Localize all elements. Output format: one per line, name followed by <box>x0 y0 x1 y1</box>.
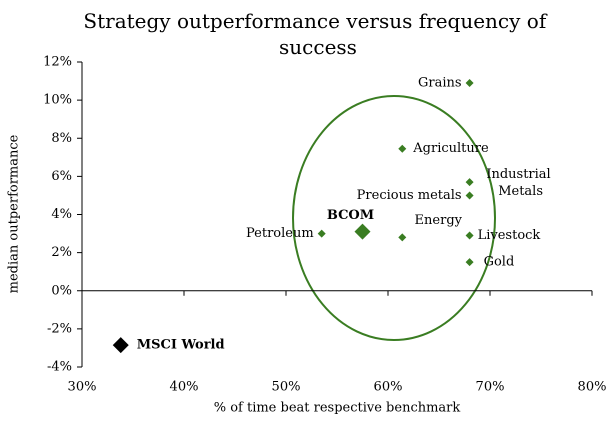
highlight-ellipse <box>292 95 496 341</box>
point <box>398 233 407 242</box>
point <box>354 223 371 240</box>
x-tick-label: 70% <box>476 380 505 395</box>
point <box>465 178 474 187</box>
y-tick-label: 8% <box>51 131 72 146</box>
point <box>465 258 474 267</box>
point-label: Grains <box>418 75 462 90</box>
y-tick-label: 6% <box>51 169 72 184</box>
y-tick-label: 12% <box>43 55 72 70</box>
x-axis-label: % of time beat respective benchmark <box>214 401 461 416</box>
point-label: Industrial Metals <box>486 167 555 199</box>
y-tick-label: -2% <box>47 321 72 336</box>
y-axis-label: median outperformance <box>7 134 22 293</box>
point-label: Gold <box>484 255 515 270</box>
point-label: Livestock <box>478 228 541 243</box>
y-tick-label: -4% <box>47 360 72 375</box>
point <box>112 337 129 354</box>
point-label: Agriculture <box>412 141 489 156</box>
x-tick-label: 60% <box>374 380 403 395</box>
point-label: Precious metals <box>357 188 462 203</box>
x-tick-label: 80% <box>578 380 607 395</box>
x-tick-label: 30% <box>68 380 97 395</box>
y-tick-label: 2% <box>51 245 72 260</box>
point-label: Petroleum <box>246 226 314 241</box>
point <box>465 231 474 240</box>
point <box>465 191 474 200</box>
point-label: Energy <box>415 213 463 228</box>
point <box>317 229 326 238</box>
y-tick-label: 4% <box>51 207 72 222</box>
point-label: BCOM <box>327 208 374 223</box>
y-tick-label: 0% <box>51 283 72 298</box>
point <box>465 78 474 87</box>
point-label: MSCI World <box>137 338 225 353</box>
y-tick-label: 10% <box>43 93 72 108</box>
point <box>398 144 407 153</box>
chart-title: Strategy outperformance versus frequency… <box>83 9 552 59</box>
x-tick-label: 50% <box>272 380 301 395</box>
x-tick-label: 40% <box>170 380 199 395</box>
